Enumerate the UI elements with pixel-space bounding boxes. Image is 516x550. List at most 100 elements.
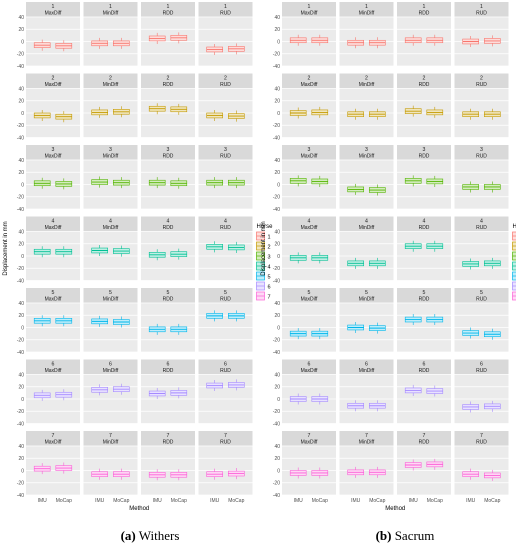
panel-withers-r3-c3-strip xyxy=(141,145,195,160)
panel-withers-r1-c3-row-label: 1 xyxy=(167,4,170,10)
legend-title-withers: Horse xyxy=(257,224,274,230)
panel-sacrum-r7-c1-ytick-label: -40 xyxy=(273,493,280,499)
panel-sacrum-r7-c1-ytick-label: 20 xyxy=(274,456,280,462)
panel-withers-r6-c4-strip xyxy=(198,359,253,375)
panel-sacrum-r4-c1-ytick-label: 0 xyxy=(277,254,280,260)
panel-withers-r6-c2-row-label: 6 xyxy=(109,362,112,368)
panel-withers-r2-c3-col-label: RDD xyxy=(163,82,174,88)
panel-withers-r5-c1-col-label: MaxDiff xyxy=(45,297,62,303)
panel-sacrum-r1-c2-col-label: MinDiff xyxy=(359,11,375,17)
panel-sacrum-r4-c1-ytick-label: 40 xyxy=(274,229,280,235)
legend-entry-6: 6 xyxy=(268,285,271,291)
panel-withers-r7-c1-xtick-label: MoCap xyxy=(56,498,72,504)
ylabel-sacrum: Displacement in mm xyxy=(261,221,267,275)
panel-withers-r4-c1-ytick-label: 0 xyxy=(21,254,24,260)
panel-sacrum-r7-c3-col-label: RDD xyxy=(419,440,430,446)
panel-sacrum-r5-c3-strip xyxy=(397,288,451,303)
panel-withers-r7-c3-col-label: RDD xyxy=(163,440,174,446)
panel-withers-r3-c3-row-label: 3 xyxy=(167,147,170,153)
panel-sacrum-r5-c4-strip xyxy=(454,288,509,303)
panel-sacrum-r4-c3-col-label: RDD xyxy=(419,225,430,231)
panel-sacrum-r2-c1-ytick-label: -20 xyxy=(273,123,280,129)
panel-withers-r4-c3-strip xyxy=(141,216,195,232)
panel-sacrum-r7-c2-strip xyxy=(339,431,394,446)
panel-sacrum-r4-c2-col-label: MinDiff xyxy=(359,225,375,231)
panel-sacrum-r4-c1-row-label: 4 xyxy=(308,219,311,225)
panel-withers-r4-c1-ytick-label: -40 xyxy=(17,278,24,284)
panel-withers-r7-c1-col-label: MaxDiff xyxy=(45,440,62,446)
panel-sacrum-r3-c2-col-label: MinDiff xyxy=(359,154,375,160)
panel-withers-r7-c3-strip xyxy=(141,431,195,446)
panel-sacrum-r5-c1-ytick-label: 20 xyxy=(274,313,280,319)
panel-sacrum-r6-c4-col-label: RUD xyxy=(476,368,487,374)
xlabel-withers: Method xyxy=(129,506,149,512)
panel-withers-r1-c2-strip xyxy=(83,2,138,17)
legend-entry-3: 3 xyxy=(268,255,271,261)
panel-sacrum-r3-c4-col-label: RUD xyxy=(476,154,487,160)
panel-withers-r6-c3-strip xyxy=(141,359,195,375)
panel-sacrum-r5-c1-strip xyxy=(282,288,336,303)
panel-withers-r2-c1-ytick-label: 0 xyxy=(21,111,24,117)
panel-sacrum-r7-c1-ytick-label: -20 xyxy=(273,481,280,487)
panel-withers-r4-c3-row-label: 4 xyxy=(167,219,170,225)
panel-withers-r4-c1-strip xyxy=(26,216,80,232)
panel-withers-r2-c1-ytick-label: -40 xyxy=(17,135,24,141)
panel-sacrum-r4-c4-row-label: 4 xyxy=(480,219,483,225)
panel-sacrum-r7-c2-xtick-label: IMU xyxy=(351,498,361,504)
legend-entry-5: 5 xyxy=(268,275,271,281)
panel-sacrum-r4-c1-ytick-label: -20 xyxy=(273,266,280,272)
panel-sacrum-r2-c4-row-label: 2 xyxy=(480,76,483,82)
panel-withers-r7-c2-row-label: 7 xyxy=(109,433,112,439)
panel-sacrum-r6-c1-ytick-label: 40 xyxy=(274,372,280,378)
panel-sacrum-r7-c3-row-label: 7 xyxy=(423,433,426,439)
panel-sacrum-r7-c4-strip xyxy=(454,431,509,446)
panel-sacrum-r4-c1-ytick-label: 20 xyxy=(274,242,280,248)
panel-withers-r5-c4-col-label: RUD xyxy=(220,297,231,303)
panel-sacrum-r6-c3-col-label: RDD xyxy=(419,368,430,374)
panel-sacrum-r7-c1-xtick-label: MoCap xyxy=(312,498,328,504)
panel-withers-r6-c4-col-label: RUD xyxy=(220,368,231,374)
panel-withers-r4-c2-strip xyxy=(83,216,138,232)
panel-sacrum-r7-c2-row-label: 7 xyxy=(365,433,368,439)
panel-withers-r3-c1-ytick-label: 20 xyxy=(18,170,24,176)
panel-sacrum-r1-c4-strip xyxy=(454,2,509,17)
panel-sacrum-r2-c3-row-label: 2 xyxy=(423,76,426,82)
panel-sacrum-r1-c1-ytick-label: 0 xyxy=(277,39,280,45)
panel-withers-r1-c4-row-label: 1 xyxy=(224,4,227,10)
panel-sacrum-r2-c3-strip xyxy=(397,73,451,89)
panel-withers-r2-c3-row-label: 2 xyxy=(167,76,170,82)
panel-withers-r5-c1-row-label: 5 xyxy=(52,290,55,296)
panel-withers-r5-c1-ytick-label: -40 xyxy=(17,350,24,356)
panel-withers-r1-c4-col-label: RUD xyxy=(220,11,231,17)
panel-withers-r3-c2-col-label: MinDiff xyxy=(103,154,119,160)
panel-sacrum-r6-c1-ytick-label: -20 xyxy=(273,409,280,415)
panel-withers-r6-c1-ytick-label: 40 xyxy=(18,372,24,378)
panel-sacrum-r2-c1-col-label: MaxDiff xyxy=(301,82,318,88)
panel-withers-r7-c4-xtick-label: MoCap xyxy=(228,498,244,504)
panel-withers-r5-c1-strip xyxy=(26,288,80,303)
panel-withers-r4-c1-ytick-label: -20 xyxy=(17,266,24,272)
panel-withers-r1-c1-row-label: 1 xyxy=(52,4,55,10)
panel-withers-r4-c1-col-label: MaxDiff xyxy=(45,225,62,231)
panel-sacrum-r2-c1-ytick-label: 0 xyxy=(277,111,280,117)
panel-withers-r3-c2-strip xyxy=(83,145,138,160)
panel-sacrum-r3-c2-strip xyxy=(339,145,394,160)
panel-sacrum-r1-c3-col-label: RDD xyxy=(419,11,430,17)
panel-withers-r5-c1-ytick-label: 40 xyxy=(18,301,24,307)
panel-sacrum-r4-c1-col-label: MaxDiff xyxy=(301,225,318,231)
panel-withers-r7-c4-row-label: 7 xyxy=(224,433,227,439)
panel-sacrum-r1-c1-strip xyxy=(282,2,336,17)
panel-sacrum-r1-c2-strip xyxy=(339,2,394,17)
panel-withers-r6-c3-row-label: 6 xyxy=(167,362,170,368)
panel-withers-r2-c1-col-label: MaxDiff xyxy=(45,82,62,88)
panel-withers-r1-c4-strip xyxy=(198,2,253,17)
panel-sacrum-r1-c1-row-label: 1 xyxy=(308,4,311,10)
panel-sacrum-r2-c4-strip xyxy=(454,73,509,89)
panel-sacrum-r7-c1-row-label: 7 xyxy=(308,433,311,439)
panel-withers-r1-c1-strip xyxy=(26,2,80,17)
panel-withers-r2-c4-col-label: RUD xyxy=(220,82,231,88)
caption-withers: (a) Withers xyxy=(120,528,180,543)
panel-sacrum-r5-c4-col-label: RUD xyxy=(476,297,487,303)
caption-sacrum: (b) Sacrum xyxy=(375,528,435,543)
